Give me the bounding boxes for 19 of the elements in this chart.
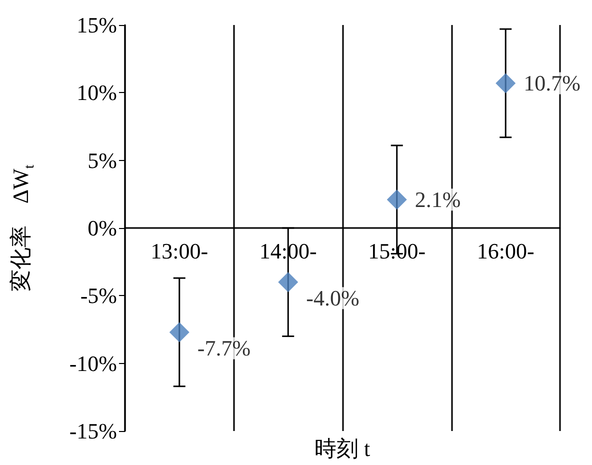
y-tick-label: 5% [88, 148, 117, 173]
y-tick-label: -5% [80, 283, 117, 308]
y-tick-label: -15% [69, 418, 117, 444]
x-tick-label: 13:00- [150, 238, 208, 264]
data-label: 2.1% [414, 187, 461, 212]
x-tick-label: 16:00- [476, 238, 534, 264]
data-label: -7.7% [197, 336, 251, 361]
x-axis-title: 時刻 t [314, 435, 370, 463]
point [169, 322, 190, 342]
y-tick-label: 0% [88, 216, 117, 240]
y-tick-label: 10% [76, 80, 117, 106]
x-tick-label: 15:00- [368, 238, 426, 264]
point [278, 272, 298, 292]
point [386, 190, 407, 210]
point [496, 73, 516, 94]
y-tick-label: -10% [69, 350, 117, 376]
y-tick-label: 15% [76, 12, 117, 38]
data-label: 10.7% [524, 70, 580, 96]
data-label: -4.0% [306, 286, 360, 311]
